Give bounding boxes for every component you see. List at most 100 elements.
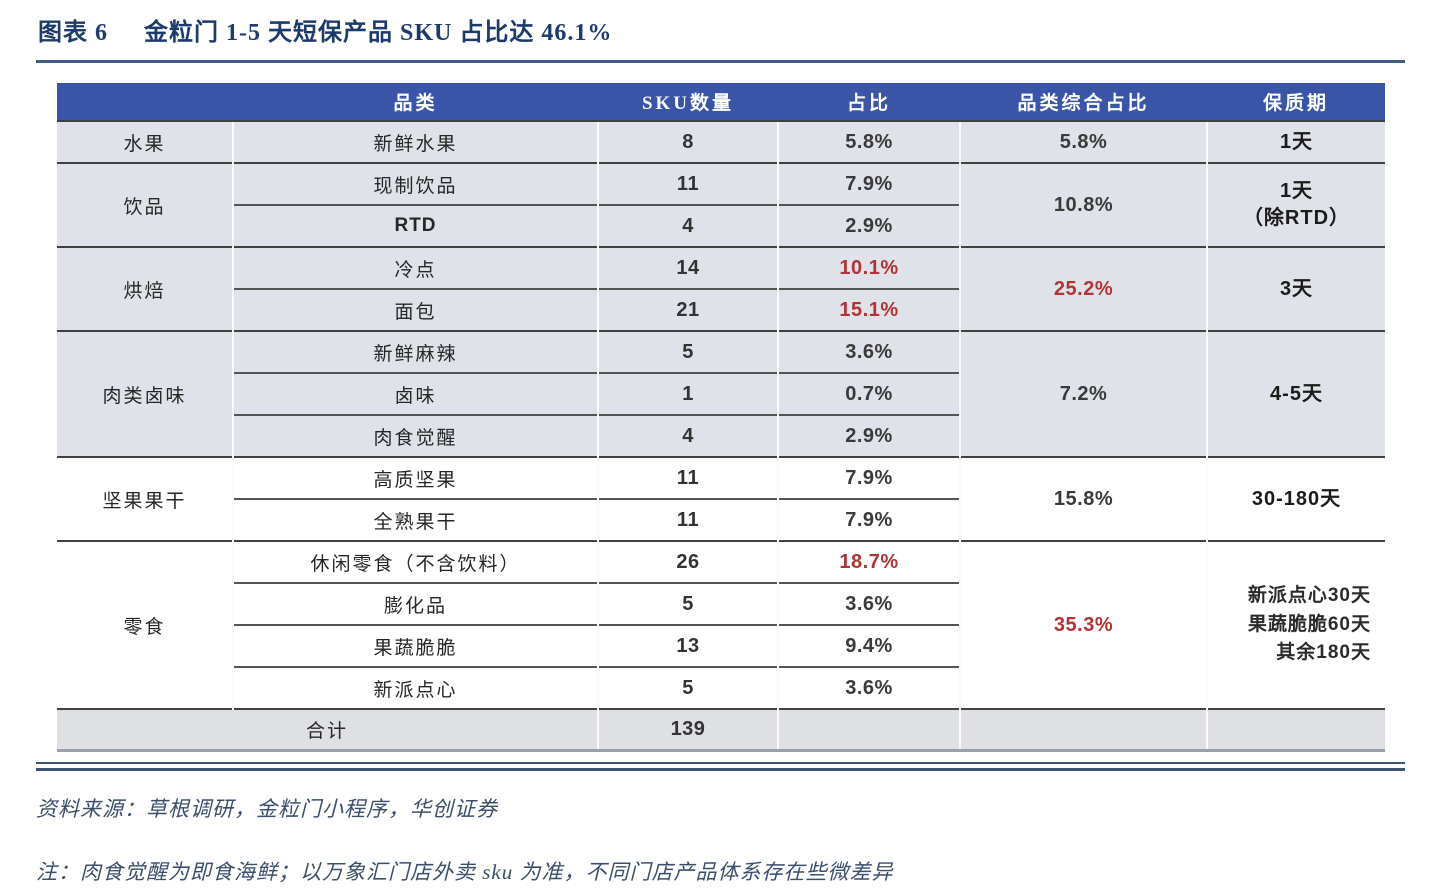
category-cell: 新鲜麻辣 — [232, 330, 598, 373]
shelf-life-cell: 30-180天 — [1206, 456, 1385, 541]
shelf-life-cell: 新派点心30天 果蔬脆脆60天 其余180天 — [1206, 540, 1385, 709]
header-cell-category: 品类 — [233, 83, 598, 121]
table-row: 卤味 1 0.7% — [57, 372, 1385, 415]
empty-cell — [1206, 708, 1385, 752]
shelf-life-line: 30-180天 — [1251, 487, 1342, 510]
category-cell: RTD — [232, 204, 598, 247]
group-cell: 零食 — [57, 540, 233, 709]
category-cell: 卤味 — [232, 372, 598, 415]
header-cell-combined-share: 品类综合占比 — [960, 83, 1207, 121]
table-row: 新派点心 5 3.6% — [57, 666, 1385, 709]
category-cell: 冷点 — [232, 246, 598, 289]
category-cell: 肉食觉醒 — [232, 414, 598, 457]
shelf-life-line: 1天 — [1279, 180, 1314, 202]
share-cell: 3.6% — [777, 330, 960, 373]
table-row: 果蔬脆脆 13 9.4% — [57, 624, 1385, 667]
share-cell: 7.9% — [777, 456, 960, 499]
share-cell: 2.9% — [777, 414, 960, 457]
table-row: 肉食觉醒 4 2.9% — [57, 414, 1385, 457]
category-cell: 全熟果干 — [232, 498, 598, 541]
header-cell-group — [57, 83, 233, 121]
combined-share-cell: 15.8% — [959, 456, 1207, 541]
combined-share-cell: 35.3% — [959, 540, 1207, 709]
sku-count-cell: 8 — [597, 120, 778, 163]
shelf-life-cell: 1天 （除RTD） — [1206, 162, 1385, 247]
share-cell: 2.9% — [777, 204, 960, 247]
sku-count-cell: 5 — [597, 330, 778, 373]
empty-cell — [959, 708, 1207, 752]
category-cell: 新派点心 — [232, 666, 598, 709]
header-cell-sku-count: SKU数量 — [598, 83, 778, 121]
sku-count-cell: 11 — [597, 498, 778, 541]
combined-share-cell: 25.2% — [959, 246, 1207, 331]
table-bottom-rule — [36, 761, 1405, 771]
combined-share-cell: 10.8% — [959, 162, 1207, 247]
shelf-life-line: （除RTD） — [1242, 207, 1351, 229]
figure-title: 图表 6 金粒门 1-5 天短保产品 SKU 占比达 46.1% — [36, 12, 1405, 47]
sku-count-cell: 4 — [597, 204, 778, 247]
group-cell: 烘焙 — [57, 246, 233, 331]
share-cell: 0.7% — [777, 372, 960, 415]
shelf-life-line: 4-5天 — [1270, 382, 1323, 405]
sku-count-cell: 5 — [597, 666, 778, 709]
sku-count-cell: 21 — [597, 288, 778, 331]
combined-share-cell: 7.2% — [959, 330, 1207, 457]
figure-number: 图表 6 — [38, 20, 108, 46]
sku-count-cell: 26 — [597, 540, 778, 583]
combined-share-cell: 5.8% — [959, 120, 1207, 163]
table-row: 坚果果干 高质坚果 11 7.9% 15.8% 30-180天 — [57, 456, 1385, 541]
table-row: 烘焙 冷点 14 10.1% 25.2% 3天 — [57, 246, 1385, 331]
group-cell: 肉类卤味 — [57, 330, 233, 457]
share-cell: 18.7% — [777, 540, 960, 583]
figure-title-text: 金粒门 1-5 天短保产品 SKU 占比达 46.1% — [144, 20, 613, 46]
share-cell: 10.1% — [777, 246, 960, 289]
share-cell: 7.9% — [777, 498, 960, 541]
category-cell: 膨化品 — [232, 582, 598, 625]
group-cell: 水果 — [57, 120, 233, 163]
table-row: 膨化品 5 3.6% — [57, 582, 1385, 625]
table-row: 肉类卤味 新鲜麻辣 5 3.6% 7.2% 4-5天 — [57, 330, 1385, 457]
category-cell: 果蔬脆脆 — [232, 624, 598, 667]
sku-table: 品类 SKU数量 占比 品类综合占比 保质期 水果 新鲜水果 8 5.8% 5.… — [57, 83, 1385, 752]
shelf-life-line: 新派点心30天 — [1247, 585, 1371, 607]
table-row: 水果 新鲜水果 8 5.8% 5.8% 1天 — [57, 120, 1385, 163]
table-header-row: 品类 SKU数量 占比 品类综合占比 保质期 — [57, 83, 1385, 121]
sku-count-cell: 11 — [597, 162, 778, 205]
sku-count-cell: 11 — [597, 456, 778, 499]
shelf-life-cell: 1天 — [1206, 120, 1385, 163]
total-label-cell: 合计 — [57, 708, 598, 752]
group-cell: 坚果果干 — [57, 456, 233, 541]
category-cell: 新鲜水果 — [232, 120, 598, 163]
share-cell: 3.6% — [777, 666, 960, 709]
sku-count-cell: 13 — [597, 624, 778, 667]
table-row: RTD 4 2.9% — [57, 204, 1385, 247]
shelf-life-line: 3天 — [1279, 277, 1314, 300]
table-row: 全熟果干 11 7.9% — [57, 498, 1385, 541]
table-row: 面包 21 15.1% — [57, 288, 1385, 331]
share-cell: 7.9% — [777, 162, 960, 205]
shelf-life-line: 其余180天 — [1276, 642, 1371, 664]
shelf-life-line: 1天 — [1279, 130, 1314, 153]
sku-count-cell: 4 — [597, 414, 778, 457]
group-cell: 饮品 — [57, 162, 233, 247]
sku-count-cell: 5 — [597, 582, 778, 625]
share-cell: 3.6% — [777, 582, 960, 625]
remark-note: 注：肉食觉醒为即食海鲜；以万象汇门店外卖 sku 为准，不同门店产品体系存在些微… — [36, 859, 894, 884]
shelf-life-cell: 3天 — [1206, 246, 1385, 331]
title-divider-rule — [36, 60, 1405, 63]
header-cell-share: 占比 — [778, 83, 960, 121]
category-cell: 现制饮品 — [232, 162, 598, 205]
total-sku-cell: 139 — [597, 708, 778, 752]
share-cell: 9.4% — [777, 624, 960, 667]
total-row: 合计 139 — [57, 708, 1385, 752]
shelf-life-cell: 4-5天 — [1206, 330, 1385, 457]
header-cell-shelf-life: 保质期 — [1207, 83, 1385, 121]
shelf-life-line: 果蔬脆脆60天 — [1247, 613, 1371, 635]
source-note: 资料来源：草根调研，金粒门小程序，华创证券 — [36, 796, 498, 821]
empty-cell — [777, 708, 960, 752]
share-cell: 15.1% — [777, 288, 960, 331]
share-cell: 5.8% — [777, 120, 960, 163]
table-row: 饮品 现制饮品 11 7.9% 10.8% 1天 （除RTD） — [57, 162, 1385, 247]
table-row: 零食 休闲零食（不含饮料） 26 18.7% 35.3% 新派点心30天 果蔬脆… — [57, 540, 1385, 709]
